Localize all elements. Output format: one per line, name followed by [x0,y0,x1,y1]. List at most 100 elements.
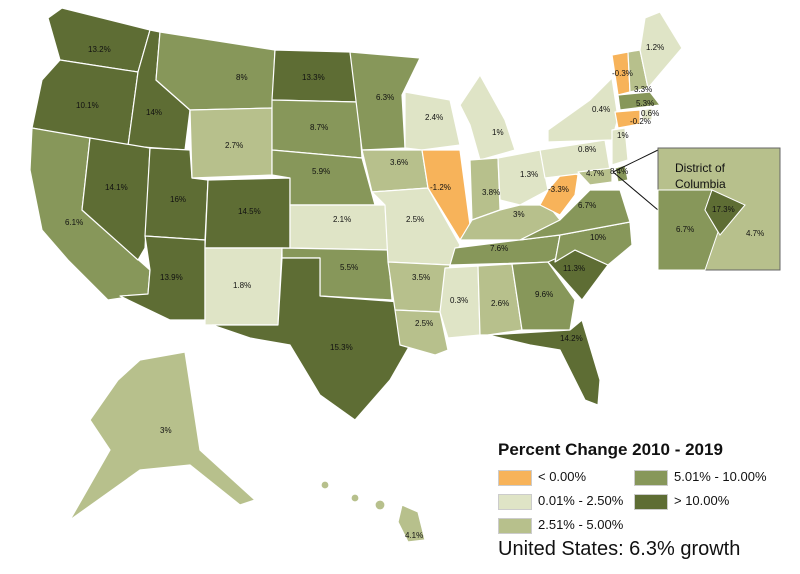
dc-inset-dc [704,189,746,236]
label-fl: 14.2% [560,334,583,343]
state-hi-islet-1 [320,480,330,490]
label-wa: 13.2% [88,45,111,54]
label-me: 1.2% [646,43,664,52]
label-sc: 11.3% [563,264,585,273]
legend-label-negative: < 0.00% [538,469,587,484]
legend-swatch-high [634,469,668,486]
label-al: 2.6% [491,299,509,308]
label-mn: 6.3% [376,93,394,102]
state-labels: 13.2% 10.1% 6.1% 14% 14.1% 16% 13.9% 8% … [65,43,664,540]
label-in: 3.8% [482,188,500,197]
label-ct: -0.2% [630,117,651,126]
label-ms: 0.3% [450,296,468,305]
label-ut: 16% [170,195,186,204]
legend-title: Percent Change 2010 - 2019 [498,440,723,459]
label-co: 14.5% [238,207,261,216]
label-mt: 8% [236,73,248,82]
state-wv [539,169,579,216]
legend-item-negative: < 0.00% [498,469,586,486]
label-oh: 1.3% [520,170,538,179]
legend-swatch-low [498,493,532,510]
state-va [519,189,631,241]
state-oh [497,149,549,206]
label-ak: 3% [160,426,172,435]
inset-label-dc: 17.3% [712,205,735,214]
label-ma: 5.3% [636,99,654,108]
state-ri [641,107,653,121]
label-de: 8.4% [610,167,628,176]
label-hi: 4.1% [405,531,423,540]
legend-swatch-mid [498,517,532,534]
label-nh: 3.3% [634,85,652,94]
label-ca: 6.1% [65,218,83,227]
label-ok: 5.5% [340,263,358,272]
legend-item-low: 0.01% - 2.50% [498,493,623,510]
label-ga: 9.6% [535,290,553,299]
label-va: 6.7% [578,201,596,210]
label-tn: 7.6% [490,244,508,253]
state-la [394,309,449,356]
state-mn [349,51,421,151]
inset-label-va: 6.7% [676,225,694,234]
state-ma [617,91,661,111]
state-me [639,11,683,89]
legend-label-low: 0.01% - 2.50% [538,493,624,508]
state-fl [487,319,601,406]
label-mo: 2.5% [406,215,424,224]
label-tx: 15.3% [330,343,353,352]
state-hi-islet-2 [350,493,360,503]
summary-text: United States: 6.3% growth [498,538,741,560]
label-nj: 1% [617,131,629,140]
label-ks: 2.1% [333,215,351,224]
label-sd: 8.7% [310,123,328,132]
label-id: 14% [146,108,162,117]
state-nj [611,127,629,166]
label-ny: 0.4% [592,105,610,114]
label-nm: 1.8% [233,281,251,290]
label-nv: 14.1% [105,183,128,192]
inset-connector-line [612,171,659,211]
label-nc: 10% [590,233,606,242]
legend-swatch-very-high [634,493,668,510]
label-vt: -0.3% [612,69,633,78]
state-md [577,167,613,186]
state-mi [459,74,516,161]
state-al [477,263,523,336]
label-ky: 3% [513,210,525,219]
inset-title-line2: Columbia [675,177,726,191]
state-hi-islet-3 [374,499,386,511]
legend-label-high: 5.01% - 10.00% [674,469,767,484]
label-ri: 0.6% [641,109,659,118]
inset-connector-line-2 [612,149,659,173]
state-ct [614,109,641,129]
state-ga [511,261,576,331]
state-tx [211,257,411,421]
inset-title-line1: District of [675,161,726,175]
label-la: 2.5% [415,319,433,328]
label-ne: 5.9% [312,167,330,176]
label-mi: 1% [492,128,504,137]
label-nd: 13.3% [302,73,325,82]
label-wv: -3.3% [548,185,569,194]
label-md: 4.7% [586,169,604,178]
legend-swatch-negative [498,469,532,486]
label-wi: 2.4% [425,113,443,122]
state-ak [69,351,256,521]
label-ia: 3.6% [390,158,408,167]
label-ar: 3.5% [412,273,430,282]
state-ia [361,149,429,193]
label-wy: 2.7% [225,141,243,150]
state-ks [289,204,389,251]
label-pa: 0.8% [578,145,596,154]
legend-item-high: 5.01% - 10.00% [634,469,767,486]
inset-label-md: 4.7% [746,229,764,238]
label-il: -1.2% [430,183,451,192]
legend-label-very-high: > 10.00% [674,493,730,508]
state-wi [404,91,461,151]
state-hi [397,504,426,543]
legend-item-mid: 2.51% - 5.00% [498,517,623,534]
legend-label-mid: 2.51% - 5.00% [538,517,624,532]
label-az: 13.9% [160,273,183,282]
legend-item-very-high: > 10.00% [634,493,729,510]
